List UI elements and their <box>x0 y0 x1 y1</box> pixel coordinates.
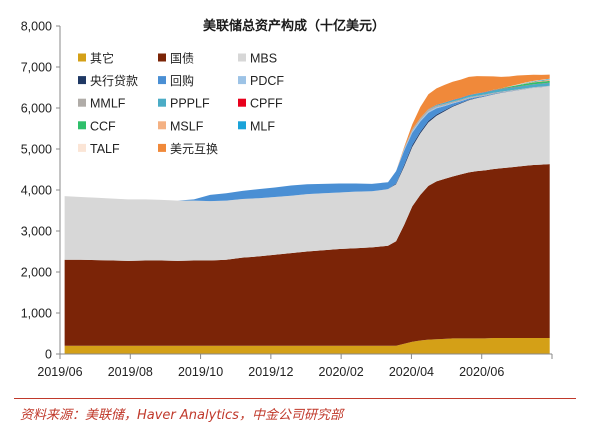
legend-label: MMLF <box>90 97 126 111</box>
y-tick-label: 1,000 <box>21 307 52 321</box>
legend-swatch <box>158 98 166 107</box>
legend-swatch <box>158 53 166 62</box>
legend-label: 国债 <box>170 52 194 66</box>
legend-label: 其它 <box>90 51 114 66</box>
legend-swatch <box>238 98 246 107</box>
x-tick-label: 2019/12 <box>248 365 293 379</box>
area-series-2 <box>64 86 550 261</box>
area-series-group <box>64 74 550 354</box>
legend-label: 回购 <box>170 73 194 88</box>
legend-swatch <box>238 121 246 130</box>
axes: 0 1,000 2,000 3,000 4,000 5,000 6,000 7,000 8,00… <box>21 20 553 379</box>
x-tick-label: 2019/10 <box>178 365 223 379</box>
y-tick-label: 3,000 <box>21 225 52 239</box>
legend-swatch <box>158 76 166 85</box>
legend-label: PDCF <box>250 74 284 88</box>
legend: 其它 国债 MBS 央行贷款 回购 PDCF MMLF PPPLF CPFF CCF MSLF MLF… <box>78 51 284 156</box>
legend-swatch <box>78 76 86 85</box>
area-series-13 <box>64 74 550 201</box>
y-tick-label: 7,000 <box>21 61 52 75</box>
legend-swatch <box>158 143 166 152</box>
legend-label: 央行贷款 <box>90 74 138 88</box>
y-tick-label: 4,000 <box>21 184 52 198</box>
legend-label: MBS <box>250 52 277 66</box>
x-tick-label: 2019/06 <box>37 365 82 379</box>
legend-label: TALF <box>90 142 120 156</box>
legend-swatch <box>78 143 86 152</box>
y-tick-label: 6,000 <box>21 102 52 116</box>
y-tick-label: 5,000 <box>21 143 52 157</box>
legend-swatch <box>238 53 246 62</box>
legend-label: MSLF <box>170 119 204 133</box>
y-tick-label: 2,000 <box>21 266 52 280</box>
area-series-4 <box>64 86 550 202</box>
legend-swatch <box>78 121 86 130</box>
area-series-1 <box>64 164 550 346</box>
legend-label: CPFF <box>250 97 283 111</box>
legend-label: 美元互换 <box>170 142 218 156</box>
x-tick-label: 2020/04 <box>389 365 434 379</box>
x-tick-label: 2019/08 <box>108 365 153 379</box>
legend-label: PPPLF <box>170 97 210 111</box>
x-tick-label: 2020/06 <box>459 365 504 379</box>
y-tick-label: 8,000 <box>21 20 52 34</box>
chart-title: 美联储总资产构成（十亿美元） <box>203 18 385 34</box>
legend-label: MLF <box>250 119 275 133</box>
area-series-0 <box>64 338 550 354</box>
source-note: 资料来源：美联储，Haver Analytics，中金公司研究部 <box>20 408 343 423</box>
y-tick-label: 0 <box>45 348 52 362</box>
legend-swatch <box>78 53 86 62</box>
source-divider <box>14 398 576 399</box>
x-tick-label: 2020/02 <box>319 365 364 379</box>
legend-swatch <box>78 98 86 107</box>
legend-swatch <box>238 76 246 85</box>
legend-swatch <box>158 121 166 130</box>
legend-label: CCF <box>90 119 116 133</box>
